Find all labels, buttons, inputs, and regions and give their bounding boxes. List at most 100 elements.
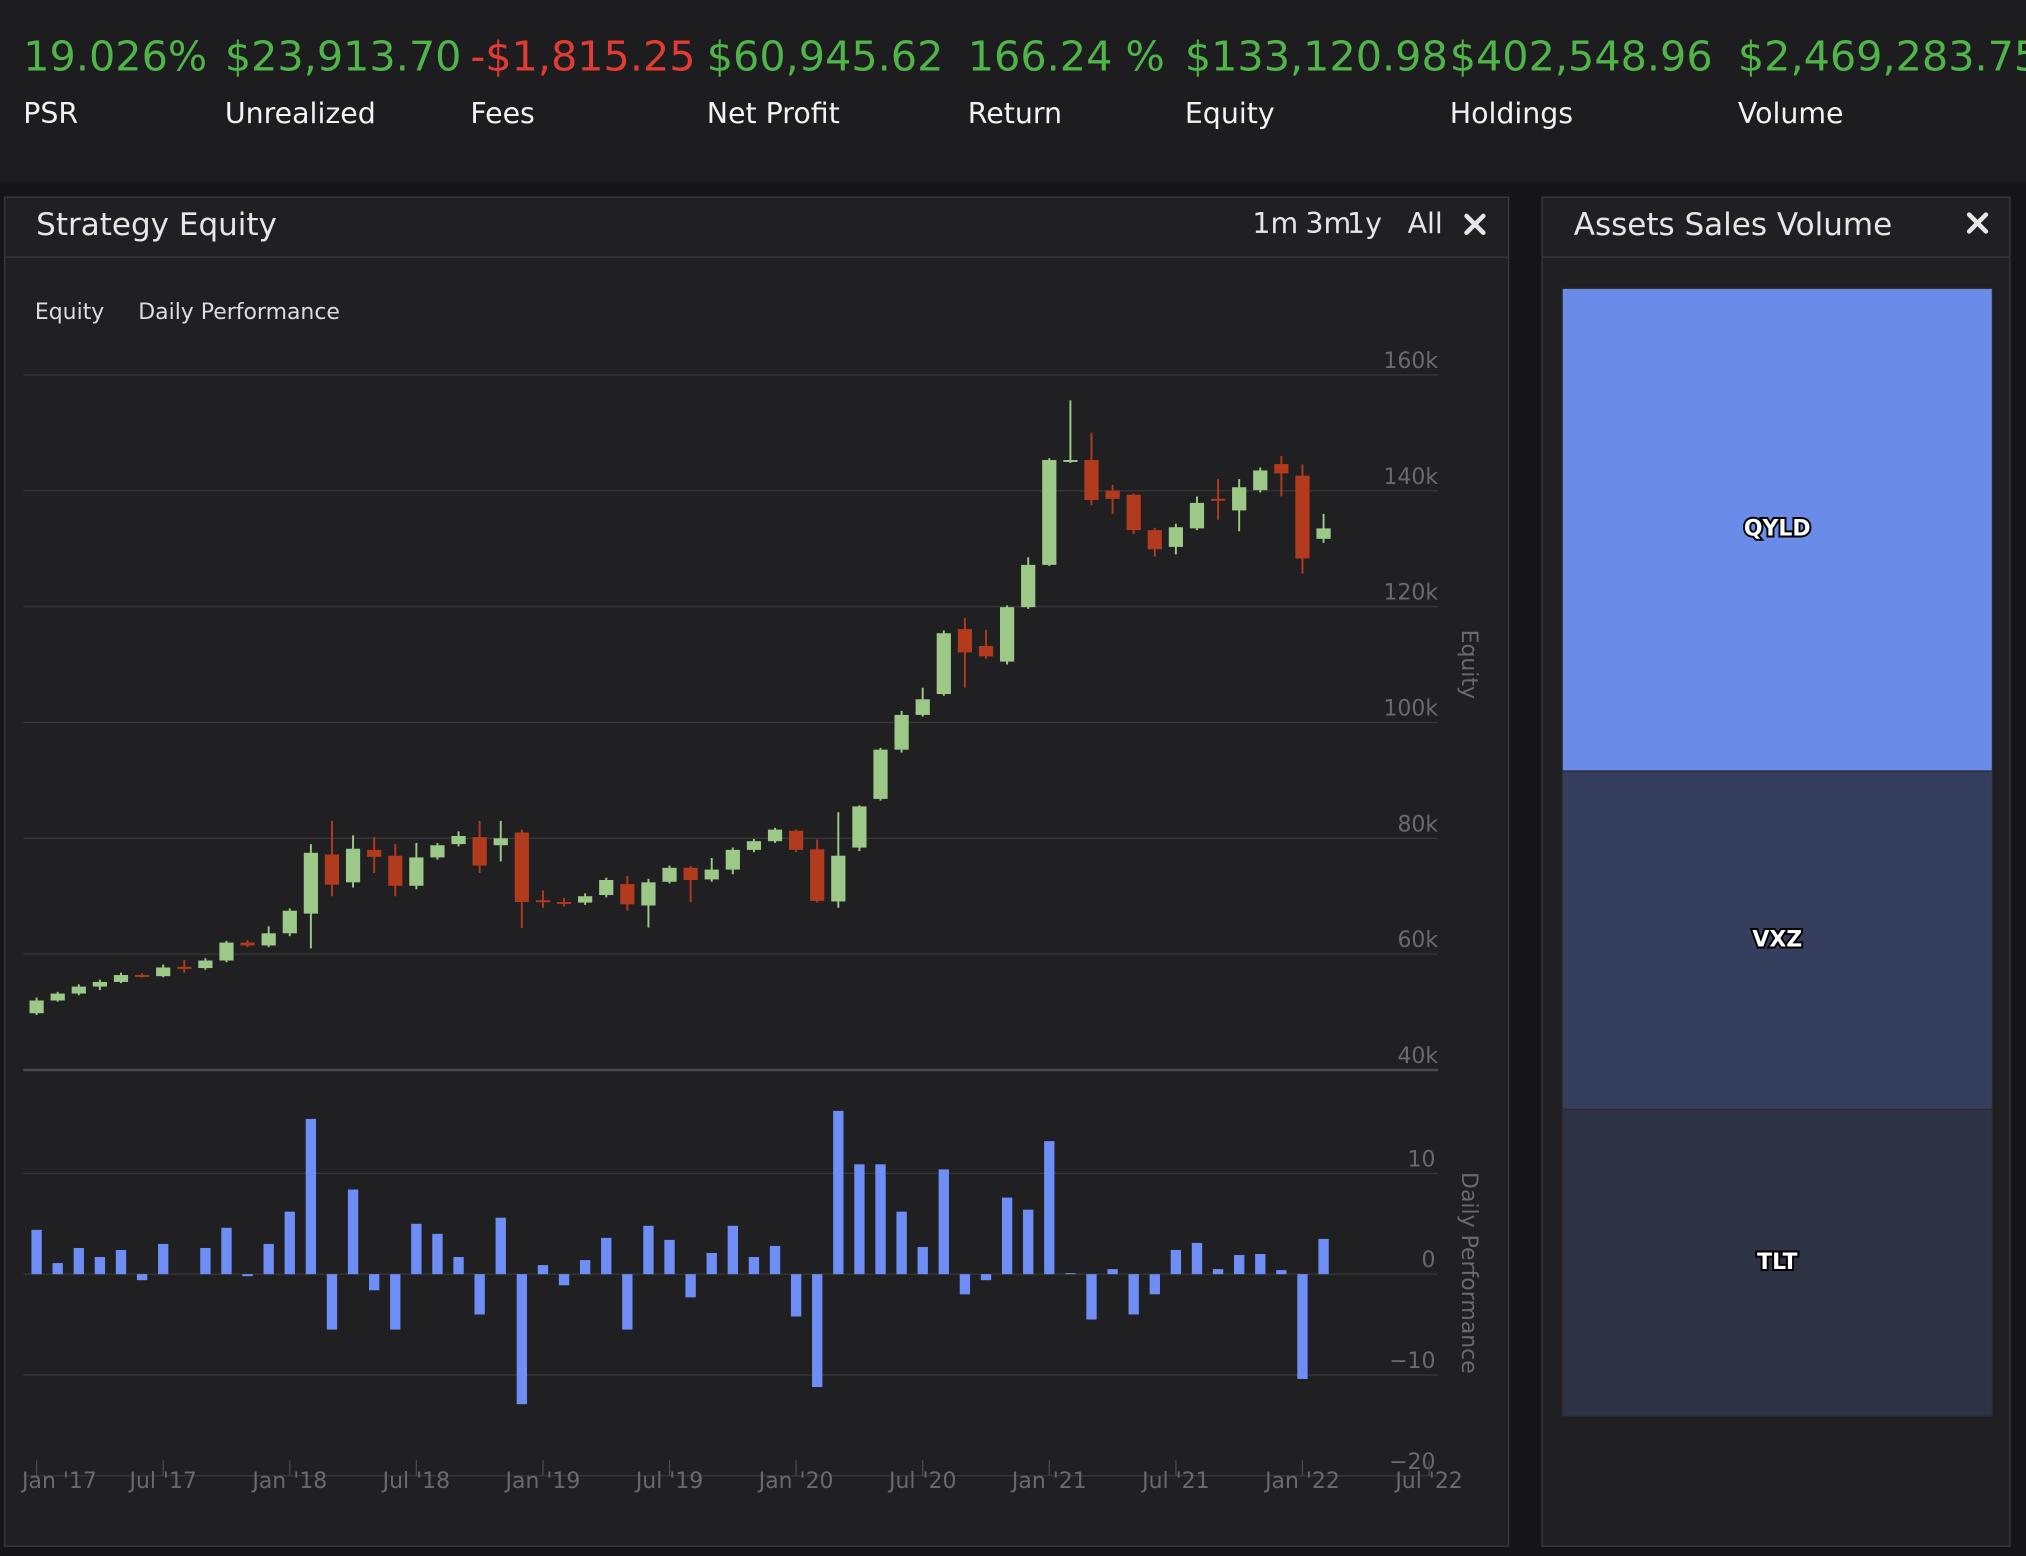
candle-body [1147, 530, 1162, 550]
candle-body [156, 967, 171, 977]
bar [812, 1274, 823, 1388]
bar [558, 1274, 570, 1286]
bar [242, 1274, 253, 1277]
x-tick-label: Jul '17 [127, 1469, 196, 1494]
stat-label: Holdings [1450, 97, 1573, 130]
candle-body [282, 910, 297, 934]
stat-value: $402,548.96 [1450, 33, 1713, 81]
bar [980, 1274, 992, 1281]
stats-bar [0, 0, 2026, 183]
panel-title: Assets Sales Volume [1574, 207, 1892, 243]
bar [1297, 1274, 1308, 1379]
candle-body [662, 867, 677, 882]
bar [52, 1263, 63, 1275]
candle-body [1021, 564, 1036, 608]
stat-value: 19.026% [23, 33, 207, 81]
legend-item[interactable]: Equity [35, 300, 104, 325]
bar [769, 1245, 781, 1275]
candle-body [1168, 527, 1183, 547]
candle-body [493, 838, 508, 846]
bar [1212, 1269, 1224, 1275]
bar [685, 1274, 696, 1298]
bar [347, 1189, 359, 1275]
y-tick-label: 100k [1383, 697, 1438, 722]
candle-body [1042, 460, 1057, 565]
bar [833, 1110, 844, 1275]
bar [664, 1239, 675, 1275]
candle-body [219, 942, 234, 961]
bar [221, 1227, 232, 1275]
stat-label: Fees [470, 97, 535, 130]
x-tick-label: Jan '20 [757, 1469, 834, 1494]
bar [432, 1233, 443, 1275]
bar [790, 1274, 802, 1317]
candle-body [978, 645, 994, 657]
candle-body [999, 607, 1015, 662]
bar [1107, 1269, 1118, 1275]
bar [1086, 1274, 1097, 1320]
close-button[interactable] [1966, 212, 1989, 234]
bar [875, 1164, 886, 1275]
candle-body [303, 852, 318, 914]
y-tick-label: 60k [1397, 928, 1438, 953]
x-tick-label: Jul '20 [887, 1469, 956, 1494]
bar [854, 1164, 865, 1275]
equity-panel [3, 196, 1510, 1547]
y-tick-label: 80k [1397, 812, 1438, 837]
bar [305, 1118, 317, 1275]
x-tick-label: Jul '19 [634, 1469, 703, 1494]
stat-label: Unrealized [225, 97, 376, 130]
y-tick-label: 140k [1383, 465, 1438, 490]
bar [453, 1257, 464, 1275]
close-button[interactable] [1464, 213, 1486, 235]
stat-label: Net Profit [707, 97, 840, 130]
candle-body [683, 867, 698, 881]
treemap-label: VXZ [1752, 927, 1802, 952]
bar [411, 1223, 422, 1275]
candle-body [1105, 490, 1120, 499]
candle-body [535, 900, 551, 903]
candle-body [1084, 460, 1099, 500]
bar [1023, 1209, 1034, 1275]
stat-label: Equity [1185, 97, 1275, 130]
x-tick-label: Jul '18 [381, 1469, 450, 1494]
bar [284, 1211, 295, 1275]
bar [959, 1274, 971, 1295]
stat-value: $60,945.62 [707, 33, 944, 81]
candle-body [1189, 502, 1205, 529]
candle-body [388, 855, 403, 886]
x-tick-label: Jan '17 [20, 1469, 97, 1494]
candle-body [767, 829, 783, 842]
y-tick-label: −20 [1389, 1450, 1435, 1475]
legend-item[interactable]: Daily Performance [138, 300, 340, 325]
candle-body [704, 869, 719, 880]
range-button[interactable]: All [1408, 207, 1443, 240]
y-tick-label: 120k [1383, 581, 1438, 606]
candle-body [29, 1000, 44, 1014]
candle-body [198, 960, 213, 969]
bar [1149, 1274, 1160, 1295]
candle-body [1274, 464, 1289, 474]
range-button[interactable]: 1y [1347, 207, 1382, 240]
bar [917, 1246, 928, 1275]
range-button[interactable]: 1m [1252, 207, 1298, 240]
bar [31, 1229, 42, 1275]
stat-label: Return [968, 97, 1062, 130]
candle-body [514, 832, 529, 903]
bar [390, 1274, 401, 1330]
bar [516, 1274, 528, 1405]
candle-body [345, 848, 361, 883]
range-button[interactable]: 3m [1305, 207, 1351, 240]
y-axis-title: Daily Performance [1456, 1172, 1481, 1374]
candle-body [852, 806, 867, 848]
candle-body [957, 629, 973, 653]
y-tick-label: 10 [1408, 1147, 1436, 1172]
treemap-label: TLT [1757, 1250, 1797, 1275]
candle-body [324, 854, 340, 885]
bar [263, 1243, 274, 1275]
treemap-cell [1561, 1108, 1994, 1417]
candle-body [92, 981, 108, 987]
bar [1001, 1197, 1013, 1275]
